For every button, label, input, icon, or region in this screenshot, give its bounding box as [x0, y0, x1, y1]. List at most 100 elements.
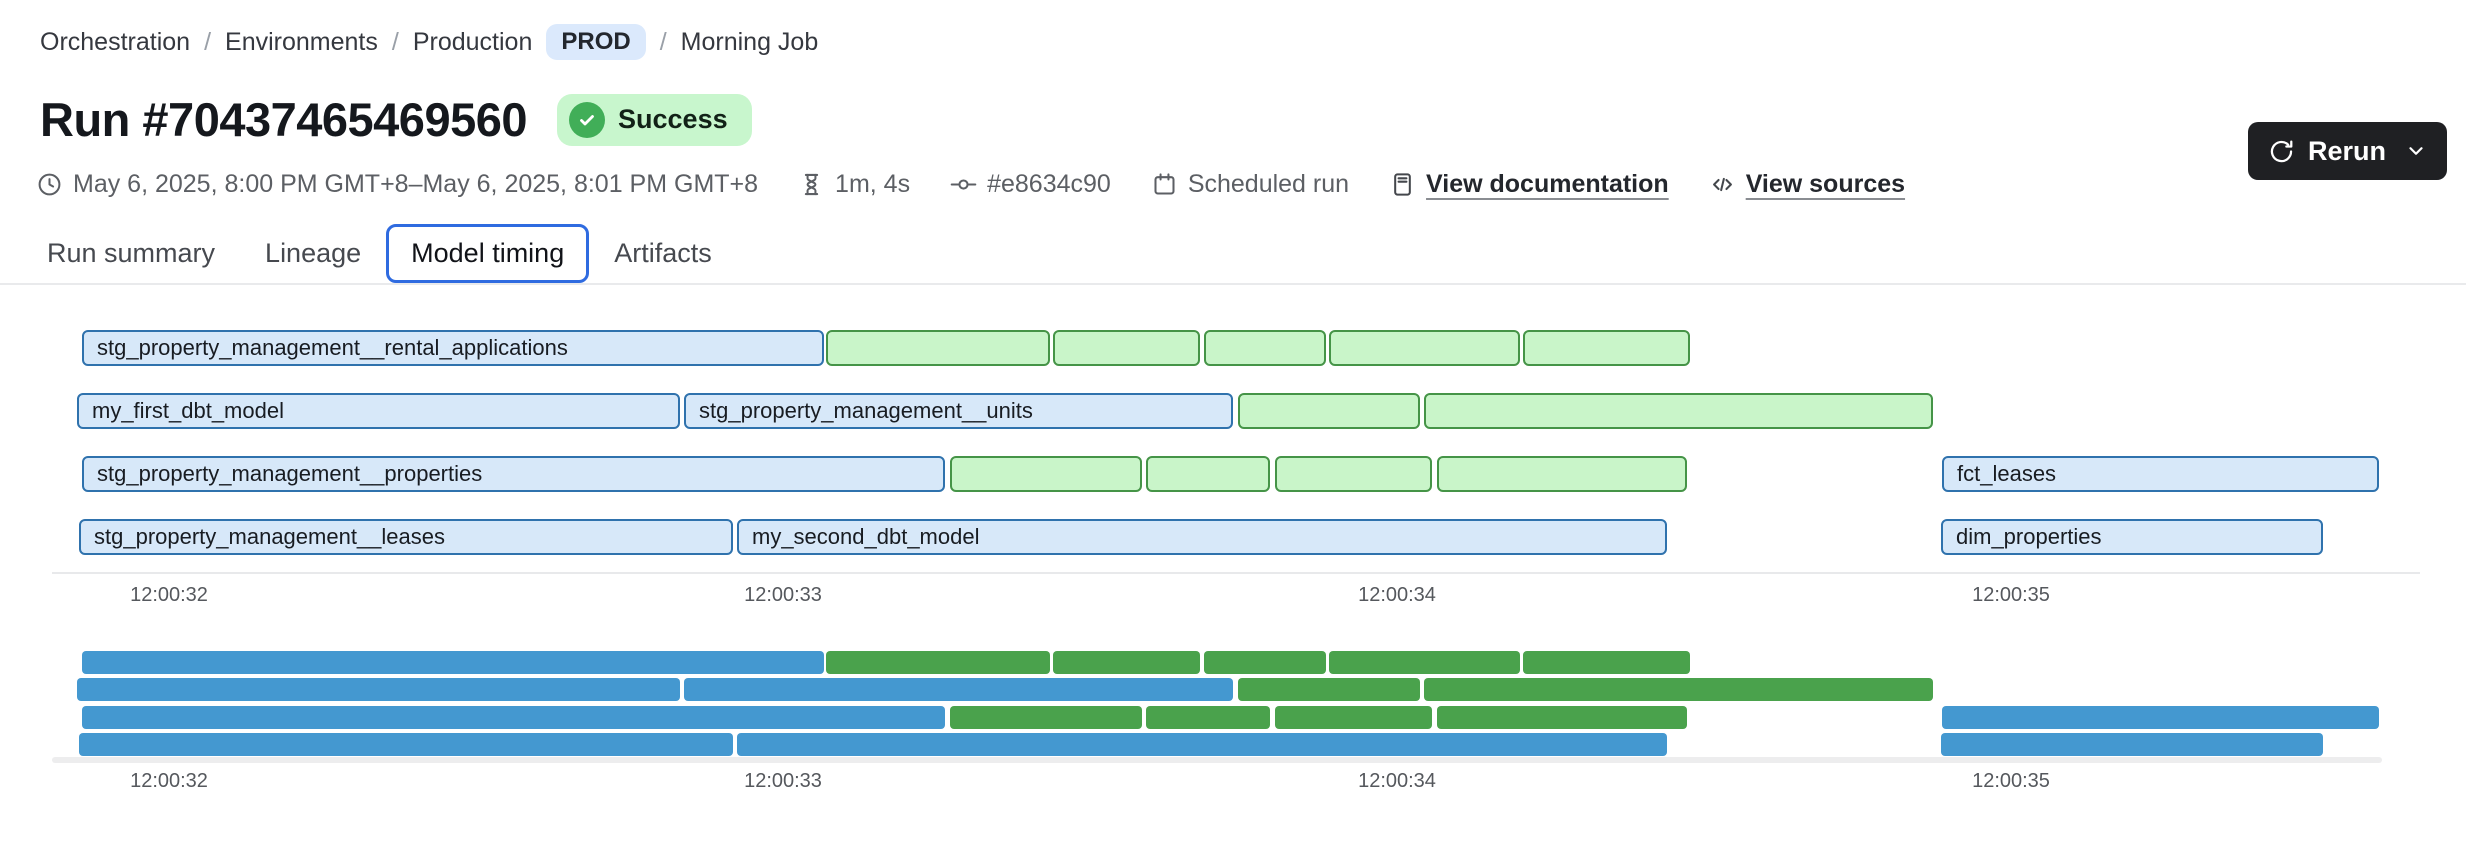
tab-bar-divider	[0, 283, 2466, 285]
minimap-bar[interactable]	[1329, 651, 1520, 674]
minimap-bar[interactable]	[1424, 678, 1933, 701]
run-meta: May 6, 2025, 8:00 PM GMT+8–May 6, 2025, …	[36, 170, 1905, 199]
view-sources-link[interactable]: View sources	[1709, 170, 1905, 199]
title-row: Run #70437465469560 Success	[40, 92, 752, 147]
code-icon	[1709, 171, 1736, 198]
commit-hash-text: #e8634c90	[987, 170, 1111, 198]
gantt-bar[interactable]	[1204, 330, 1326, 366]
tab-model-timing[interactable]: Model timing	[386, 224, 590, 283]
axis-tick-label: 12:00:35	[1972, 584, 2050, 606]
axis-tick-label: 12:00:33	[744, 770, 822, 792]
run-commit: #e8634c90	[950, 170, 1111, 199]
minimap-bar-stg_property_management__properties[interactable]	[82, 706, 945, 729]
commit-icon	[950, 171, 977, 198]
gantt-bar[interactable]	[826, 330, 1050, 366]
status-badge: Success	[557, 93, 752, 146]
time-range-text: May 6, 2025, 8:00 PM GMT+8–May 6, 2025, …	[73, 170, 759, 198]
gantt-bar[interactable]	[1329, 330, 1520, 366]
run-time-range: May 6, 2025, 8:00 PM GMT+8–May 6, 2025, …	[36, 170, 758, 199]
axis-tick-label: 12:00:34	[1358, 770, 1436, 792]
clock-icon	[36, 171, 63, 198]
run-trigger: Scheduled run	[1151, 170, 1349, 199]
minimap-bar[interactable]	[1053, 651, 1200, 674]
gantt-bar[interactable]	[950, 456, 1142, 492]
gantt-bar[interactable]	[1238, 393, 1420, 429]
gantt-bar-label: dim_properties	[1956, 524, 2102, 549]
tab-bar: Run summary Lineage Model timing Artifac…	[22, 224, 737, 283]
axis-tick-label: 12:00:32	[130, 770, 208, 792]
gantt-bar[interactable]	[1146, 456, 1270, 492]
minimap-bar[interactable]	[1238, 678, 1420, 701]
breadcrumb-production[interactable]: Production	[412, 27, 533, 56]
gantt-axis-line	[52, 572, 2420, 574]
view-sources-label: View sources	[1745, 170, 1906, 198]
minimap-bar[interactable]	[1523, 651, 1690, 674]
tab-lineage[interactable]: Lineage	[265, 238, 362, 268]
tab-artifacts[interactable]: Artifacts	[614, 238, 712, 268]
minimap-bar[interactable]	[1146, 706, 1270, 729]
gantt-bar-label: stg_property_management__leases	[94, 524, 446, 549]
breadcrumb-morning-job[interactable]: Morning Job	[680, 27, 819, 56]
breadcrumb-separator: /	[391, 27, 399, 56]
refresh-icon	[2268, 138, 2295, 165]
minimap-bar[interactable]	[1204, 651, 1326, 674]
minimap-bar-fct_leases[interactable]	[1942, 706, 2379, 729]
minimap-bar[interactable]	[1437, 706, 1687, 729]
axis-tick-label: 12:00:34	[1358, 584, 1436, 606]
minimap-bar-dim_properties[interactable]	[1941, 733, 2323, 756]
gantt-bar-stg_property_management__properties[interactable]: stg_property_management__properties	[82, 456, 945, 492]
view-documentation-label: View documentation	[1426, 170, 1669, 198]
calendar-icon	[1151, 171, 1178, 198]
trigger-text: Scheduled run	[1187, 170, 1350, 198]
gantt-bar-my_first_dbt_model[interactable]: my_first_dbt_model	[77, 393, 680, 429]
success-check-icon	[569, 101, 606, 138]
gantt-bar-label: stg_property_management__rental_applicat…	[97, 335, 568, 360]
minimap-bar-my_second_dbt_model[interactable]	[737, 733, 1667, 756]
gantt-bar-stg_property_management__rental_applications[interactable]: stg_property_management__rental_applicat…	[82, 330, 824, 366]
breadcrumb-environments[interactable]: Environments	[225, 27, 378, 56]
axis-tick-label: 12:00:33	[744, 584, 822, 606]
document-icon	[1389, 171, 1416, 198]
gantt-bar[interactable]	[1424, 393, 1933, 429]
minimap-bar-my_first_dbt_model[interactable]	[77, 678, 680, 701]
gantt-bar[interactable]	[1437, 456, 1687, 492]
environment-badge: PROD	[546, 24, 646, 60]
minimap-bar[interactable]	[950, 706, 1142, 729]
gantt-bar-fct_leases[interactable]: fct_leases	[1942, 456, 2379, 492]
gantt-bar[interactable]	[1275, 456, 1432, 492]
minimap-axis: 12:00:32 12:00:33 12:00:34 12:00:35	[0, 770, 2466, 796]
page-title: Run #70437465469560	[40, 93, 528, 146]
gantt-bar-my_second_dbt_model[interactable]: my_second_dbt_model	[737, 519, 1667, 555]
breadcrumb-orchestration[interactable]: Orchestration	[40, 27, 191, 56]
axis-tick-label: 12:00:35	[1972, 770, 2050, 792]
breadcrumb-separator: /	[659, 27, 667, 56]
minimap-bar-stg_property_management__rental_applications[interactable]	[82, 651, 824, 674]
gantt-bar-label: stg_property_management__units	[699, 398, 1033, 423]
run-duration: 1m, 4s	[798, 170, 910, 199]
gantt-bar-label: my_first_dbt_model	[92, 398, 284, 423]
gantt-bar-stg_property_management__leases[interactable]: stg_property_management__leases	[79, 519, 733, 555]
gantt-bar[interactable]	[1523, 330, 1690, 366]
minimap-bar-stg_property_management__leases[interactable]	[79, 733, 733, 756]
rerun-label: Rerun	[2308, 135, 2387, 166]
duration-text: 1m, 4s	[835, 170, 911, 198]
view-documentation-link[interactable]: View documentation	[1389, 170, 1669, 199]
minimap-bar[interactable]	[1275, 706, 1432, 729]
tab-run-summary[interactable]: Run summary	[47, 238, 216, 268]
rerun-button[interactable]: Rerun	[2248, 122, 2448, 180]
minimap-bar[interactable]	[826, 651, 1050, 674]
gantt-bar-label: my_second_dbt_model	[752, 524, 980, 549]
minimap-scroll-track[interactable]	[52, 757, 2382, 763]
hourglass-icon	[798, 171, 825, 198]
gantt-bar[interactable]	[1053, 330, 1200, 366]
gantt-bar-stg_property_management__units[interactable]: stg_property_management__units	[684, 393, 1233, 429]
minimap-bar-stg_property_management__units[interactable]	[684, 678, 1233, 701]
chevron-down-icon[interactable]	[2405, 140, 2427, 162]
status-label: Success	[618, 104, 728, 134]
gantt-axis: 12:00:32 12:00:33 12:00:34 12:00:35	[0, 584, 2466, 610]
breadcrumb: Orchestration / Environments / Productio…	[40, 24, 818, 60]
gantt-bar-dim_properties[interactable]: dim_properties	[1941, 519, 2323, 555]
axis-tick-label: 12:00:32	[130, 584, 208, 606]
breadcrumb-separator: /	[204, 27, 212, 56]
